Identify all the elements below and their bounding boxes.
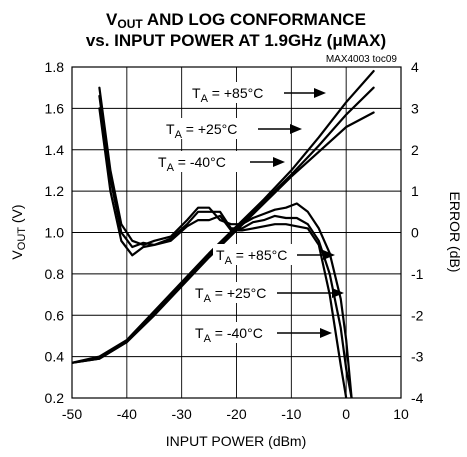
y2-axis-label: ERROR (dB) xyxy=(447,192,463,273)
x-axis-label: INPUT POWER (dBm) xyxy=(166,433,307,449)
y-tick-label: 1.8 xyxy=(45,59,65,75)
y-axis-label: VOUT (V) xyxy=(9,204,28,259)
y2-tick-label: -2 xyxy=(411,307,424,323)
y2-tick-label: 2 xyxy=(411,142,419,158)
y2-tick-label: 0 xyxy=(411,225,419,241)
x-tick-label: -30 xyxy=(172,406,192,422)
x-tick-label: 10 xyxy=(393,406,409,422)
y-tick-label: 0.4 xyxy=(45,349,65,365)
annotation-arrowhead xyxy=(314,88,326,98)
y-tick-label: 0.6 xyxy=(45,307,65,323)
chart-title-line1: VOUT AND LOG CONFORMANCE xyxy=(106,10,366,31)
annotation-arrowhead xyxy=(320,328,332,338)
x-tick-label: -40 xyxy=(117,406,137,422)
y-tick-label: 1.6 xyxy=(45,100,65,116)
x-tick-label: 0 xyxy=(342,406,350,422)
x-tick-label: -10 xyxy=(281,406,301,422)
y2-tick-label: 3 xyxy=(411,100,419,116)
y2-tick-label: -4 xyxy=(411,390,424,406)
y2-tick-label: -1 xyxy=(411,266,424,282)
chart-note: MAX4003 toc09 xyxy=(326,54,398,65)
annotation-arrowhead xyxy=(273,157,285,167)
y2-tick-label: 4 xyxy=(411,59,419,75)
y-tick-label: 1.4 xyxy=(45,142,65,158)
annotation-arrowhead xyxy=(290,124,302,134)
y2-tick-label: 1 xyxy=(411,183,419,199)
y-tick-label: 1.0 xyxy=(45,225,65,241)
chart-title-line2: vs. INPUT POWER AT 1.9GHz (μMAX) xyxy=(86,31,386,50)
x-tick-label: -20 xyxy=(226,406,246,422)
y-tick-label: 0.2 xyxy=(45,390,65,406)
y-tick-label: 1.2 xyxy=(45,183,65,199)
y-tick-label: 0.8 xyxy=(45,266,65,282)
x-tick-label: -50 xyxy=(62,406,82,422)
y2-tick-label: -3 xyxy=(411,349,424,365)
